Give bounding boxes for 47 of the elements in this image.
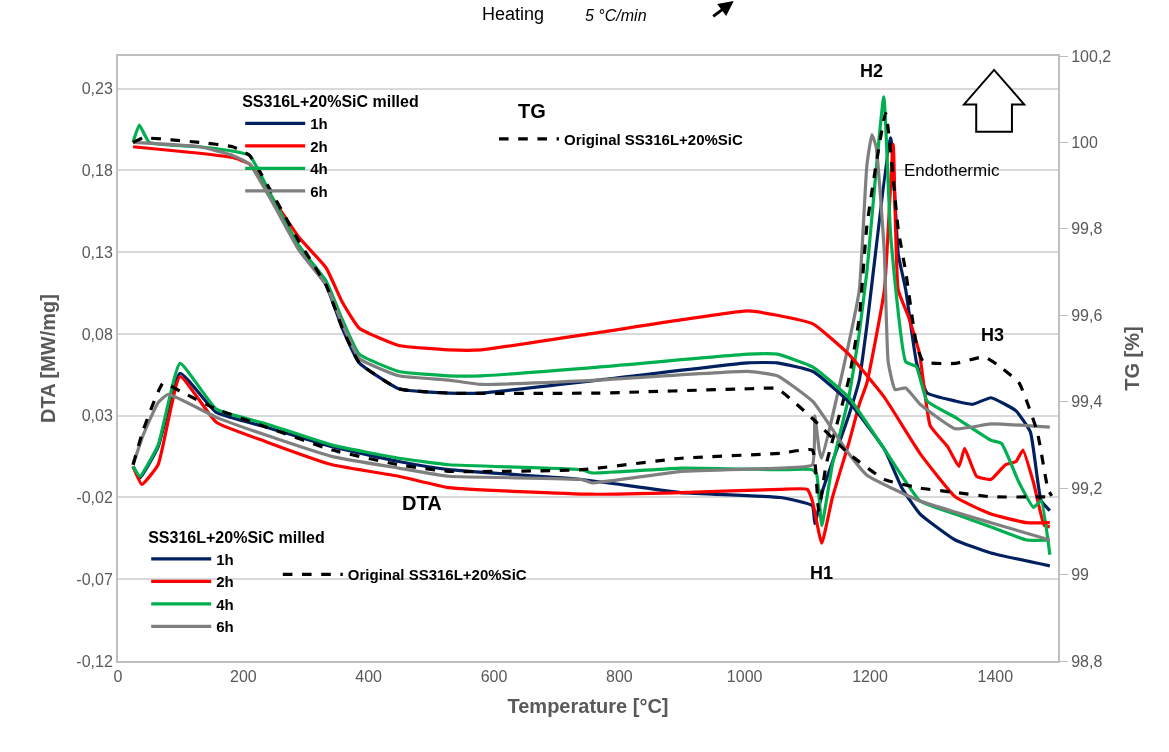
annotation: H1 <box>810 563 834 583</box>
legend-label: 2h <box>216 573 234 591</box>
legend-label: 1h <box>216 550 234 568</box>
y2-axis-title: TG [%] <box>1121 326 1144 391</box>
annotation: H3 <box>981 325 1005 345</box>
y-tick-label: 0,08 <box>81 325 113 343</box>
y-tick-label: 0,23 <box>81 80 113 98</box>
y2-tick-label: 100,2 <box>1071 47 1112 65</box>
y-tick-label: 0,18 <box>81 162 113 180</box>
legend-label: 4h <box>310 160 328 178</box>
text: 5 °C/min <box>585 7 647 24</box>
x-tick-label: 1000 <box>726 668 763 686</box>
legend-label: Original SS316L+20%SiC <box>347 566 527 584</box>
x-tick-label: 800 <box>605 668 633 686</box>
y2-tick-label: 98,8 <box>1071 652 1103 670</box>
y-tick-label: -0,07 <box>76 570 113 588</box>
text: SS316L+20%SiC milled <box>148 528 325 546</box>
y2-tick-label: 99,4 <box>1071 393 1103 411</box>
legend-label: 1h <box>310 115 328 133</box>
legend-label: 6h <box>310 182 328 200</box>
annotation: Endothermic <box>904 161 1000 180</box>
x-tick-label: 600 <box>480 668 508 686</box>
legend-label: 4h <box>216 595 234 613</box>
legend-title: SS316L+20%SiC milled <box>242 93 419 111</box>
annotation: H2 <box>860 61 884 81</box>
x-tick-label: 1200 <box>852 668 888 686</box>
y-tick-label: 0,03 <box>81 407 113 425</box>
y2-tick-label: 99,2 <box>1071 479 1103 497</box>
annotation: TG <box>518 100 546 122</box>
y2-tick-label: 100 <box>1071 134 1098 152</box>
y2-tick-label: 99,6 <box>1071 306 1103 324</box>
x-tick-label: 400 <box>355 668 383 686</box>
x-axis-title: Temperature [°C] <box>507 695 669 718</box>
y-tick-label: 0,13 <box>81 243 113 261</box>
y2-tick-label: 99,8 <box>1071 220 1103 238</box>
x-tick-label: 200 <box>229 668 257 686</box>
x-tick-label: 0 <box>113 668 123 686</box>
annotation: DTA <box>402 492 442 514</box>
y-axis-title: DTA [MW/mg] <box>37 294 60 423</box>
legend-label: 2h <box>310 137 328 155</box>
text: Heating <box>482 4 545 24</box>
y-tick-label: -0,02 <box>76 489 113 507</box>
legend-label: 6h <box>216 618 234 636</box>
y-tick-label: -0,12 <box>76 652 113 670</box>
x-tick-label: 1400 <box>977 668 1014 686</box>
y2-tick-label: 99 <box>1071 566 1090 584</box>
legend-label: Original SS316L+20%SiC <box>564 130 743 148</box>
